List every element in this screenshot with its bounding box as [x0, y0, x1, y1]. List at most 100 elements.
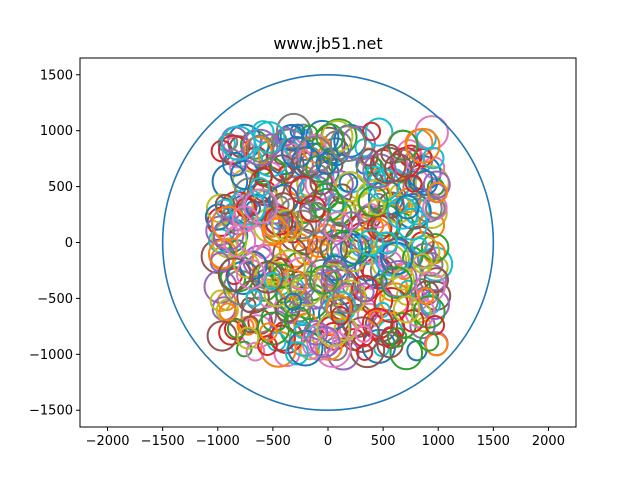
x-tick-label: −500	[255, 434, 291, 449]
small-circle	[243, 188, 279, 224]
small-circle	[264, 205, 294, 236]
small-circle	[303, 319, 329, 346]
small-circle	[218, 302, 237, 322]
small-circle	[211, 205, 246, 241]
small-circle	[240, 297, 257, 313]
small-circle	[236, 326, 260, 350]
small-circle	[217, 257, 252, 292]
small-circle	[367, 168, 401, 202]
small-circle	[314, 330, 352, 368]
small-circle	[330, 229, 367, 267]
small-circle	[392, 295, 421, 324]
small-circle	[387, 327, 408, 348]
small-circle	[291, 228, 319, 256]
y-tick-label: −500	[37, 292, 73, 307]
small-circle	[423, 267, 450, 293]
small-circle	[206, 320, 238, 352]
y-tick-label: 1500	[40, 68, 73, 83]
small-circle	[422, 170, 451, 199]
small-circle	[370, 212, 401, 243]
small-circle	[427, 181, 448, 203]
small-circle	[220, 125, 256, 161]
small-circle	[271, 249, 306, 285]
small-circle	[309, 265, 339, 295]
small-circle	[369, 146, 407, 184]
small-circle	[271, 192, 296, 217]
x-tick-label: 500	[371, 434, 396, 449]
small-circle	[288, 175, 318, 205]
small-circle	[253, 167, 273, 187]
small-circle	[289, 123, 306, 140]
small-circle	[375, 231, 399, 255]
small-circle	[212, 218, 245, 251]
small-circle	[361, 307, 394, 340]
small-circle	[263, 272, 282, 291]
x-tick-label: 1500	[477, 434, 510, 449]
small-circle	[271, 209, 304, 242]
small-circle	[273, 339, 301, 368]
small-circle	[344, 316, 381, 353]
small-circle	[308, 325, 341, 358]
small-circle	[245, 289, 263, 308]
small-circle	[419, 289, 450, 320]
small-circle	[362, 153, 397, 189]
small-circle	[249, 176, 271, 198]
small-circle	[315, 152, 338, 175]
small-circle	[373, 287, 410, 324]
y-tick-label: 0	[65, 236, 73, 251]
small-circle	[235, 258, 266, 290]
small-circle	[424, 197, 446, 219]
small-circle	[395, 194, 420, 220]
small-circle	[320, 269, 344, 293]
y-tick-label: 500	[48, 180, 73, 195]
small-circle	[307, 235, 330, 258]
small-circle	[405, 127, 441, 164]
small-circle	[329, 125, 367, 163]
x-tick-label: 0	[324, 434, 332, 449]
small-circle	[380, 266, 413, 299]
small-circle	[280, 136, 313, 169]
small-circle	[259, 322, 278, 342]
small-circle	[324, 290, 357, 324]
small-circle	[380, 143, 401, 164]
small-circle	[322, 211, 354, 243]
small-circle	[420, 233, 450, 263]
small-circle	[417, 287, 435, 305]
small-circle	[404, 174, 423, 193]
small-circle	[241, 128, 279, 167]
small-circle	[275, 112, 312, 149]
small-circle	[334, 171, 366, 203]
small-circle	[261, 217, 290, 246]
small-circle	[325, 294, 353, 322]
y-axis: −1500 −1000 −500 0 500 1000 1500	[29, 68, 80, 419]
small-circle	[357, 229, 384, 257]
small-circle	[367, 198, 386, 216]
small-circle	[332, 282, 363, 315]
small-circle	[356, 343, 374, 361]
x-tick-label: −1500	[141, 434, 185, 449]
small-circle	[412, 295, 446, 329]
small-circle	[251, 260, 284, 294]
small-circle	[371, 273, 388, 290]
small-circle	[361, 121, 382, 142]
small-circle	[419, 331, 440, 352]
small-circle	[260, 330, 297, 368]
x-axis: −2000 −1500 −1000 −500 0 500 1000 1500 2000	[86, 427, 565, 449]
small-circle	[257, 335, 278, 357]
small-circle	[339, 233, 371, 265]
chart-title: www.jb51.net	[273, 34, 382, 53]
small-circle	[364, 117, 394, 147]
small-circle	[288, 209, 318, 240]
small-circle	[422, 146, 445, 170]
small-circle	[269, 324, 296, 352]
small-circle	[355, 282, 375, 303]
small-circle	[330, 305, 350, 326]
small-circle	[284, 292, 303, 311]
circles-layer	[161, 73, 495, 412]
small-circle	[406, 234, 441, 270]
small-circle	[222, 151, 247, 177]
small-circle	[256, 311, 291, 346]
x-tick-label: 1000	[422, 434, 455, 449]
x-tick-label: −2000	[86, 434, 130, 449]
